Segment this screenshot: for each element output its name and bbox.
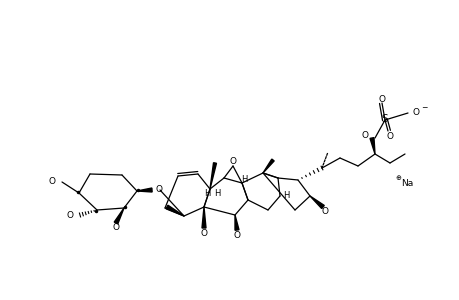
Text: O: O bbox=[200, 229, 207, 238]
Text: O: O bbox=[233, 230, 240, 239]
Text: O: O bbox=[321, 208, 328, 217]
Text: Na: Na bbox=[400, 178, 412, 188]
Polygon shape bbox=[210, 163, 216, 189]
Text: O: O bbox=[229, 157, 236, 166]
Polygon shape bbox=[309, 196, 324, 208]
Polygon shape bbox=[235, 215, 239, 230]
Text: O: O bbox=[112, 224, 119, 232]
Text: O: O bbox=[378, 94, 385, 103]
Text: H: H bbox=[213, 188, 220, 197]
Polygon shape bbox=[166, 205, 184, 216]
Polygon shape bbox=[137, 188, 152, 192]
Text: O: O bbox=[412, 107, 419, 116]
Text: O: O bbox=[156, 185, 162, 194]
Polygon shape bbox=[263, 159, 274, 173]
Polygon shape bbox=[202, 207, 206, 228]
Text: −: − bbox=[420, 103, 426, 112]
Text: ⊕: ⊕ bbox=[394, 175, 400, 181]
Polygon shape bbox=[114, 208, 124, 224]
Polygon shape bbox=[369, 138, 374, 154]
Text: O: O bbox=[386, 131, 392, 140]
Text: S: S bbox=[381, 114, 387, 124]
Text: O: O bbox=[49, 178, 56, 187]
Text: H: H bbox=[241, 175, 246, 184]
Text: O: O bbox=[361, 130, 368, 140]
Text: H: H bbox=[203, 188, 210, 197]
Text: H: H bbox=[282, 191, 289, 200]
Text: O: O bbox=[67, 211, 74, 220]
